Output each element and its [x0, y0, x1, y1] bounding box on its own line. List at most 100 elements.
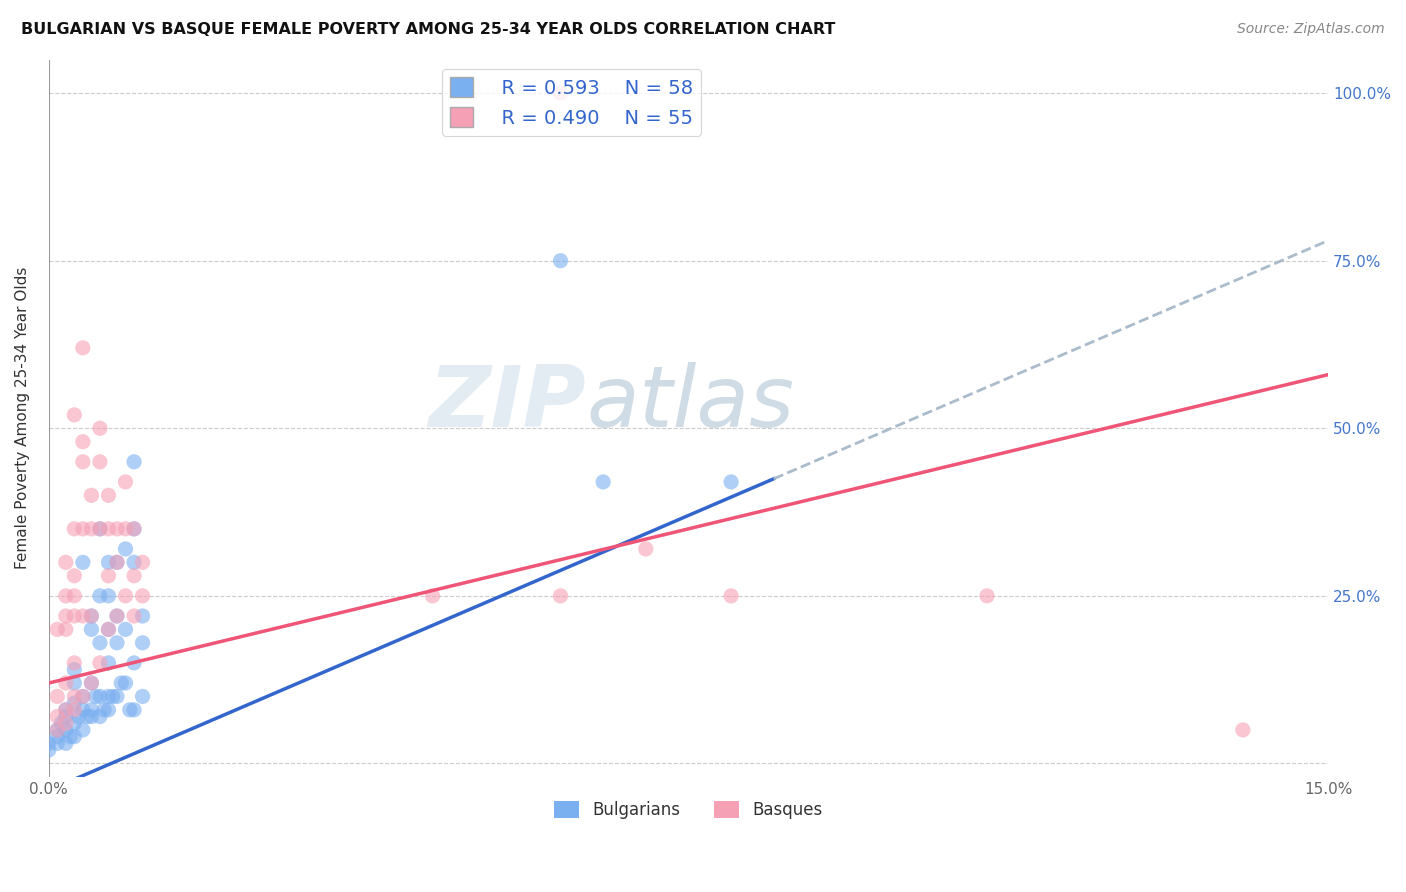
Point — [55, 703, 77, 717]
Point — [38, 736, 60, 750]
Point — [114, 541, 136, 556]
Point — [592, 475, 614, 489]
Point — [51, 716, 73, 731]
Point — [72, 522, 94, 536]
Point — [63, 730, 86, 744]
Point — [131, 636, 153, 650]
Point — [80, 609, 103, 624]
Point — [55, 723, 77, 737]
Point — [67, 709, 90, 723]
Point — [97, 690, 120, 704]
Point — [72, 455, 94, 469]
Text: Source: ZipAtlas.com: Source: ZipAtlas.com — [1237, 22, 1385, 37]
Point — [55, 709, 77, 723]
Point — [63, 522, 86, 536]
Point — [46, 723, 69, 737]
Point — [93, 703, 115, 717]
Point — [105, 609, 128, 624]
Point — [101, 690, 124, 704]
Point — [122, 555, 145, 569]
Point — [72, 690, 94, 704]
Point — [89, 709, 111, 723]
Point — [105, 522, 128, 536]
Point — [118, 703, 141, 717]
Point — [46, 709, 69, 723]
Point — [89, 522, 111, 536]
Point — [80, 676, 103, 690]
Point — [46, 690, 69, 704]
Point — [114, 522, 136, 536]
Point — [80, 623, 103, 637]
Point — [114, 475, 136, 489]
Point — [38, 743, 60, 757]
Point — [76, 709, 98, 723]
Point — [97, 703, 120, 717]
Point — [122, 609, 145, 624]
Point — [89, 589, 111, 603]
Point — [72, 434, 94, 449]
Point — [55, 703, 77, 717]
Text: atlas: atlas — [586, 362, 794, 445]
Point — [89, 421, 111, 435]
Point — [114, 676, 136, 690]
Text: ZIP: ZIP — [429, 362, 586, 445]
Point — [72, 690, 94, 704]
Point — [63, 696, 86, 710]
Point — [114, 589, 136, 603]
Point — [89, 656, 111, 670]
Point — [976, 589, 998, 603]
Point — [46, 730, 69, 744]
Point — [105, 636, 128, 650]
Point — [89, 455, 111, 469]
Point — [122, 656, 145, 670]
Point — [80, 609, 103, 624]
Point — [131, 589, 153, 603]
Point — [550, 253, 572, 268]
Point — [105, 609, 128, 624]
Point — [122, 455, 145, 469]
Point — [72, 609, 94, 624]
Point — [97, 522, 120, 536]
Point — [55, 589, 77, 603]
Point — [63, 703, 86, 717]
Point — [97, 656, 120, 670]
Point — [105, 555, 128, 569]
Point — [63, 663, 86, 677]
Point — [80, 676, 103, 690]
Point — [63, 568, 86, 582]
Point — [63, 716, 86, 731]
Point — [80, 703, 103, 717]
Point — [46, 736, 69, 750]
Text: BULGARIAN VS BASQUE FEMALE POVERTY AMONG 25-34 YEAR OLDS CORRELATION CHART: BULGARIAN VS BASQUE FEMALE POVERTY AMONG… — [21, 22, 835, 37]
Point — [63, 589, 86, 603]
Point — [55, 609, 77, 624]
Point — [63, 656, 86, 670]
Point — [72, 341, 94, 355]
Point — [72, 723, 94, 737]
Point — [122, 703, 145, 717]
Point — [55, 623, 77, 637]
Point — [72, 555, 94, 569]
Point — [131, 609, 153, 624]
Point — [84, 690, 107, 704]
Point — [63, 408, 86, 422]
Point — [89, 636, 111, 650]
Point — [97, 623, 120, 637]
Point — [122, 568, 145, 582]
Point — [97, 623, 120, 637]
Point — [97, 488, 120, 502]
Point — [63, 676, 86, 690]
Point — [634, 541, 657, 556]
Point — [80, 709, 103, 723]
Point — [80, 488, 103, 502]
Point — [46, 623, 69, 637]
Point — [97, 589, 120, 603]
Point — [89, 690, 111, 704]
Point — [131, 690, 153, 704]
Point — [550, 86, 572, 100]
Point — [46, 723, 69, 737]
Point — [550, 589, 572, 603]
Point — [97, 555, 120, 569]
Point — [59, 730, 82, 744]
Point — [114, 623, 136, 637]
